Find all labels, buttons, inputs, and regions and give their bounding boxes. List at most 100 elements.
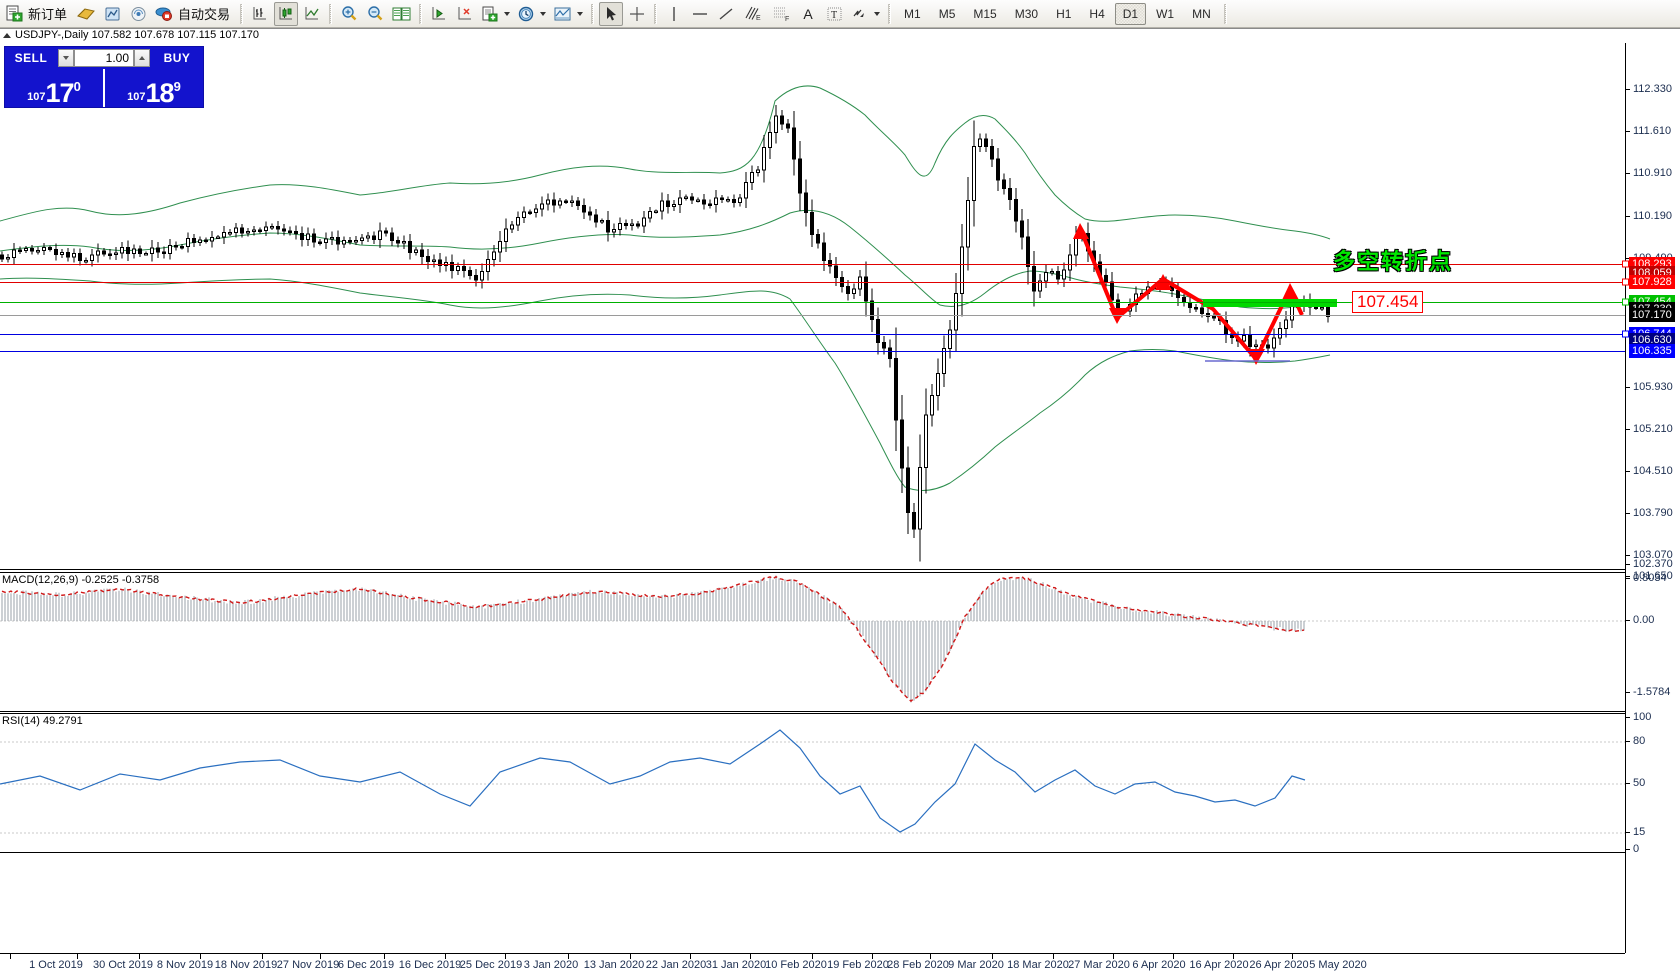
candle-body — [71, 253, 77, 258]
candle-body — [431, 259, 437, 263]
bar-chart-button[interactable] — [248, 2, 272, 26]
line-chart-button[interactable] — [300, 2, 324, 26]
toolbar-separator — [419, 3, 423, 24]
candle-body — [401, 240, 407, 244]
candle-body — [713, 197, 719, 205]
candle-body — [341, 240, 347, 245]
templates-button[interactable] — [551, 2, 586, 26]
equidistant-channel-button[interactable]: E — [740, 2, 766, 26]
macd-pane[interactable]: MACD(12,26,9) -0.2525 -0.3758 — [0, 572, 1625, 712]
timeframe-d1[interactable]: D1 — [1114, 2, 1147, 25]
tile-windows-button[interactable] — [389, 2, 414, 26]
candle-body — [1247, 335, 1253, 348]
date-axis[interactable]: 1 Oct 2019 30 Oct 2019 8 Nov 2019 18 Nov 20… — [0, 953, 1625, 980]
price-level-chip[interactable]: 106.335 — [1629, 344, 1675, 358]
chart-text-annotation[interactable]: 多空转折点 — [1333, 249, 1454, 274]
volume-input[interactable]: 1.00 — [74, 49, 134, 67]
sell-button[interactable]: 107 17 0 — [5, 69, 103, 107]
indicators-button[interactable] — [479, 2, 513, 26]
crosshair-tool-button[interactable] — [625, 2, 649, 26]
candle-body — [1037, 280, 1043, 292]
autotrading-button[interactable]: 自动交易 — [152, 2, 235, 26]
text-label-button[interactable]: T — [822, 2, 846, 26]
candle-body — [407, 240, 413, 253]
level-line-107928[interactable] — [0, 282, 1625, 283]
chart-window[interactable]: USDJPY-,Daily 107.582 107.678 107.115 10… — [0, 28, 1680, 980]
chevron-down-icon[interactable] — [577, 11, 584, 16]
candlestick-chart-button[interactable] — [274, 1, 299, 26]
autotrading-icon — [155, 7, 173, 21]
price-tick — [1626, 555, 1630, 556]
market-watch-button[interactable] — [100, 2, 124, 26]
chart-shift-button[interactable] — [453, 2, 477, 26]
volume-decrement-button[interactable] — [58, 49, 74, 67]
price-level-handle[interactable] — [1622, 330, 1629, 338]
price-scale-axis[interactable] — [1625, 43, 1626, 953]
candle-body — [179, 245, 185, 249]
timeframe-m5[interactable]: M5 — [938, 6, 956, 21]
timeframe-m30[interactable]: M30 — [1014, 6, 1039, 21]
level-line-106744[interactable] — [0, 334, 1625, 335]
zoom-in-button[interactable] — [337, 2, 361, 26]
timeframe-h1[interactable]: H1 — [1056, 6, 1072, 21]
vertical-line-button[interactable] — [662, 2, 686, 26]
new-order-button[interactable]: 新订单 — [3, 2, 72, 26]
candle-body — [347, 240, 353, 243]
volume-stepper[interactable]: 1.00 — [58, 49, 150, 67]
cursor-tool-button[interactable] — [599, 1, 624, 26]
scroll-chart-end-button[interactable] — [427, 2, 451, 26]
price-level-chip[interactable]: 106.630 — [1629, 333, 1675, 347]
chevron-down-icon[interactable] — [504, 11, 511, 16]
timeframe-mn[interactable]: MN — [1192, 6, 1211, 21]
price-level-handle[interactable] — [1622, 260, 1629, 268]
timeframe-m1[interactable]: M1 — [904, 6, 921, 21]
trendline-button[interactable] — [714, 2, 738, 26]
level-line-108293[interactable] — [0, 264, 1625, 265]
chevron-down-icon[interactable] — [540, 11, 547, 16]
scale-tick-label: 0 — [1633, 843, 1640, 855]
price-level-chip[interactable]: 107.928 — [1629, 275, 1675, 289]
date-tick-label: 22 Jan 2020 — [645, 959, 707, 971]
candle-body — [881, 341, 887, 349]
candle-body — [905, 467, 911, 513]
candle-body — [515, 217, 521, 226]
rsi-chart-svg — [0, 729, 1625, 834]
arrows-button[interactable] — [848, 2, 883, 26]
horizontal-line-button[interactable] — [688, 2, 712, 26]
date-tick-label: 31 Jan 2020 — [705, 959, 767, 971]
candle-body — [413, 249, 419, 253]
volume-increment-button[interactable] — [134, 49, 150, 67]
level-line-106335[interactable] — [0, 351, 1625, 352]
level-line-107170[interactable] — [0, 315, 1625, 316]
candle-body — [827, 259, 833, 267]
candle-body — [95, 250, 101, 256]
timeframe-h4[interactable]: H4 — [1089, 6, 1105, 21]
buy-button[interactable]: 107 18 9 — [103, 69, 203, 107]
date-tick-label: 3 Jan 2020 — [523, 959, 579, 971]
candle-body — [203, 239, 209, 243]
period-button[interactable] — [515, 2, 549, 26]
fibonacci-button[interactable]: F — [768, 2, 794, 26]
chevron-down-icon[interactable] — [874, 11, 881, 16]
text-tool-button[interactable]: A — [796, 2, 820, 26]
candle-body — [305, 233, 311, 241]
timeframe-w1[interactable]: W1 — [1156, 6, 1175, 21]
level-line-107454[interactable] — [0, 302, 1625, 303]
rsi-pane[interactable]: RSI(14) 49.2791 — [0, 713, 1625, 853]
buy-price-big: 18 — [145, 78, 175, 108]
signals-button[interactable] — [126, 2, 150, 26]
metaeditor-button[interactable] — [74, 2, 98, 26]
candle-body — [923, 414, 929, 468]
price-level-handle[interactable] — [1622, 298, 1629, 306]
timeframe-m15[interactable]: M15 — [973, 6, 997, 21]
one-click-trading-panel[interactable]: SELL 1.00 BUY 107 17 0 107 18 9 — [4, 46, 204, 108]
price-callout-label[interactable]: 107.454 — [1352, 291, 1424, 313]
zoom-out-button[interactable] — [363, 2, 387, 26]
price-pane[interactable]: 多空转折点 107.454 — [0, 43, 1625, 570]
candle-body — [1325, 306, 1331, 318]
candle-body — [65, 251, 71, 258]
price-level-handle[interactable] — [1622, 278, 1629, 286]
oct-top-row: SELL 1.00 BUY — [5, 47, 203, 69]
price-level-chip[interactable]: 107.170 — [1629, 308, 1675, 322]
triangle-up-icon — [3, 32, 11, 38]
